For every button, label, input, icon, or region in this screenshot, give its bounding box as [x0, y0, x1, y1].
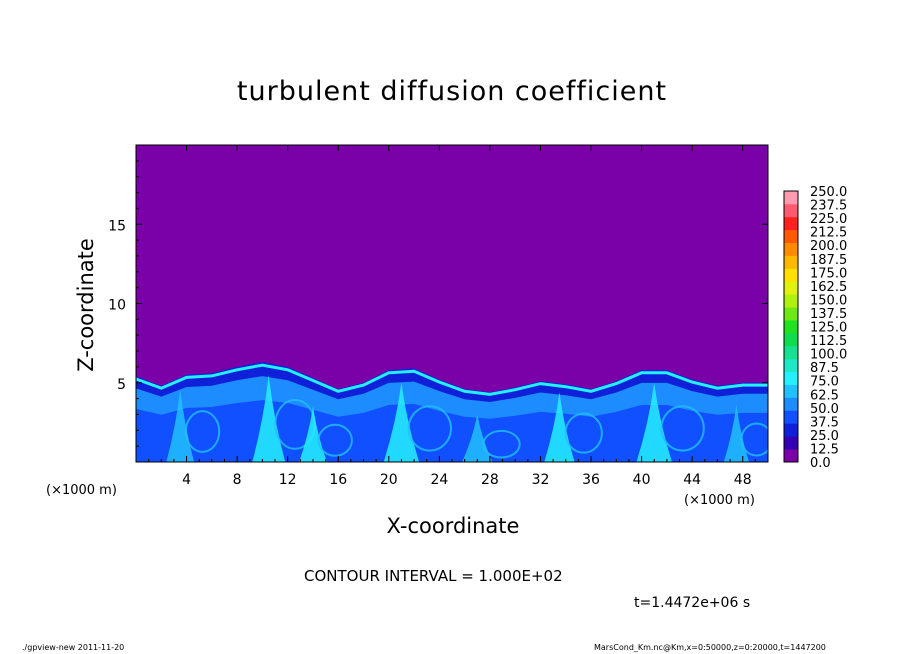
colorbar-swatch: [784, 307, 798, 321]
chart-title: turbulent diffusion coefficient: [236, 76, 668, 107]
colorbar-label: 0.0: [810, 456, 831, 471]
colorbar-swatch: [784, 332, 798, 347]
y-axis-label: Z-coordinate: [74, 238, 98, 372]
x-unit-right: (×1000 m): [684, 493, 755, 508]
y-axis: 5 10 15: [108, 160, 768, 447]
eddy-5: [564, 412, 603, 454]
y-tick-label: 15: [108, 218, 126, 234]
colorbar-swatch: [784, 449, 798, 463]
colorbar-swatch: [784, 423, 798, 437]
plume-0: [166, 389, 195, 462]
x-tick-label: 12: [279, 472, 297, 488]
time-label: t=1.4472e+06 s: [634, 595, 751, 611]
x-axis: 4 8 12 16 20 24 28 32 36 40 44 48: [148, 145, 756, 488]
colorbar-swatch: [784, 294, 798, 308]
eddy-3: [407, 405, 452, 452]
colorbar-swatch: [784, 242, 798, 256]
colorbar-label: 137.5: [810, 307, 847, 322]
colorbar: 0.012.525.037.550.062.575.087.5100.0112.…: [783, 185, 847, 471]
colorbar-swatch: [784, 358, 798, 373]
eddy-6: [660, 405, 705, 452]
colorbar-label: 50.0: [810, 402, 839, 417]
x-tick-label: 8: [233, 472, 242, 488]
colorbar-label: 75.0: [810, 375, 839, 390]
x-tick-label: 24: [430, 472, 448, 488]
y-tick-label: 5: [117, 377, 126, 393]
footer-left: ./gpview-new 2011-11-20: [22, 643, 125, 652]
x-tick-label: 4: [182, 472, 191, 488]
x-tick-label: 48: [734, 472, 752, 488]
x-tick-label: 16: [329, 472, 347, 488]
eddy-0: [184, 410, 221, 453]
colorbar-label: 237.5: [810, 199, 847, 214]
contour-interval-label: CONTOUR INTERVAL = 1.000E+02: [304, 567, 563, 585]
footer-right: MarsCond_Km.nc@Km,x=0:50000,z=0:20000,t=…: [594, 643, 826, 652]
colorbar-label: 212.5: [810, 226, 847, 241]
x-unit-left: (×1000 m): [46, 483, 117, 498]
field-top-rim: [136, 363, 768, 396]
eddy-7: [740, 422, 768, 457]
colorbar-label: 62.5: [810, 388, 839, 403]
colorbar-label: 100.0: [810, 348, 847, 363]
heatmap-field: [136, 362, 768, 462]
colorbar-swatch: [784, 410, 798, 424]
x-tick-label: 20: [380, 472, 398, 488]
x-tick-label: 44: [683, 472, 701, 488]
colorbar-label: 87.5: [810, 361, 839, 376]
colorbar-label: 125.0: [810, 321, 847, 336]
colorbar-swatch: [784, 281, 798, 295]
colorbar-swatch: [784, 345, 798, 360]
colorbar-swatch: [784, 397, 798, 411]
colorbar-swatch: [784, 216, 798, 231]
x-tick-label: 28: [481, 472, 499, 488]
colorbar-swatch: [784, 203, 798, 218]
colorbar-swatch: [784, 268, 798, 282]
colorbar-label: 187.5: [810, 253, 847, 268]
x-axis-label: X-coordinate: [386, 514, 520, 538]
x-tick-label: 36: [582, 472, 600, 488]
colorbar-swatch: [784, 436, 798, 450]
colorbar-swatch: [784, 191, 798, 205]
field-band-2: [136, 400, 768, 462]
colorbar-label: 112.5: [810, 334, 847, 349]
colorbar-label: 175.0: [810, 266, 847, 281]
colorbar-label: 150.0: [810, 293, 847, 308]
colorbar-label: 37.5: [810, 415, 839, 430]
eddy-4: [482, 429, 521, 459]
colorbar-frame: [783, 190, 799, 463]
colorbar-swatch: [784, 371, 798, 385]
colorbar-swatch: [784, 229, 798, 244]
plume-6: [636, 382, 672, 462]
colorbar-swatch: [784, 255, 798, 269]
x-tick-label: 40: [633, 472, 651, 488]
colorbar-label: 25.0: [810, 429, 839, 444]
x-tick-label: 32: [532, 472, 550, 488]
colorbar-label: 200.0: [810, 239, 847, 254]
y-tick-label: 10: [108, 298, 126, 314]
colorbar-swatch: [784, 384, 798, 398]
colorbar-label: 162.5: [810, 280, 847, 295]
plume-3: [383, 382, 420, 462]
colorbar-label: 225.0: [810, 212, 847, 227]
colorbar-swatch: [784, 320, 798, 334]
colorbar-label: 12.5: [810, 442, 839, 457]
eddy-2: [317, 423, 353, 457]
plume-5: [544, 392, 575, 462]
plume-1: [252, 374, 286, 462]
colorbar-label: 250.0: [810, 185, 847, 200]
